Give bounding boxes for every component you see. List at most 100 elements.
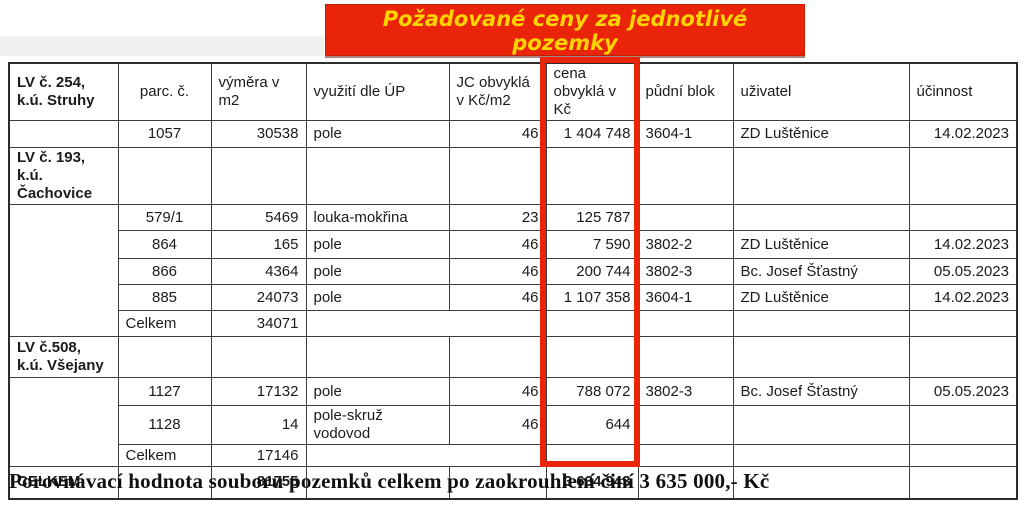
table-cell: 30538 — [210, 120, 307, 148]
table-cell — [637, 405, 734, 445]
page-edge-artifact — [0, 36, 324, 56]
table-cell: 1057 — [117, 120, 212, 148]
header-cell: uživatel — [732, 62, 910, 121]
table-cell: pole — [305, 230, 450, 259]
header-cell: účinnost — [908, 62, 1018, 121]
table-cell: 644 — [545, 405, 639, 445]
table-cell: CELKEM — [8, 466, 119, 499]
table-cell — [8, 204, 119, 337]
table-cell: 7 590 — [545, 230, 639, 259]
table-row: 579/1 5469 louka-mokřina 23 125 787 — [8, 204, 1018, 337]
comparison-value-note: Porovnávací hodnota souboru pozemků celk… — [9, 469, 770, 493]
table-cell — [117, 336, 212, 378]
table-cell — [545, 444, 639, 467]
table-cell: 14.02.2023 — [908, 120, 1018, 148]
table-row: 864 165 pole 46 7 590 3802-2 ZD Luštěnice 14.02… — [9, 230, 1018, 259]
table-cell — [732, 310, 910, 337]
table-cell — [908, 444, 1018, 467]
table-cell — [908, 336, 1018, 378]
table-cell: ZD Luštěnice — [732, 120, 910, 148]
header-cell: JC obvyklá v Kč/m2 — [448, 62, 547, 121]
table-cell — [637, 466, 734, 499]
table-cell — [908, 310, 1018, 337]
table-cell: 46 — [448, 230, 547, 259]
table-cell — [637, 147, 734, 205]
table-cell: 14.02.2023 — [908, 230, 1018, 259]
table-cell: 46 — [448, 120, 547, 148]
table-cell — [305, 466, 450, 499]
table-cell: ZD Luštěnice — [732, 230, 910, 259]
table-cell: Celkem — [117, 444, 212, 467]
table-cell — [732, 147, 910, 205]
table-cell: ZD Luštěnice — [732, 284, 910, 311]
table-cell — [545, 336, 639, 378]
header-cell: LV č. 254, k.ú. Struhy — [8, 62, 119, 121]
table-cell: Celkem — [117, 310, 212, 337]
table-cell: 05.05.2023 — [908, 377, 1018, 406]
table-cell: 3802-3 — [637, 258, 734, 285]
header-cell: parc. č. — [117, 62, 212, 121]
table-cell — [117, 147, 212, 205]
table-cell: 3 634 943 — [545, 466, 639, 499]
table-cell: 885 — [117, 284, 212, 311]
table-cell: Bc. Josef Šťastný — [732, 377, 910, 406]
table-cell: 3604-1 — [637, 120, 734, 148]
header-cell: výměra v m2 — [210, 62, 307, 121]
table-cell: pole — [305, 284, 450, 311]
table-row: 885 24073 pole 46 1 107 358 3604-1 ZD Luštěnic… — [9, 284, 1018, 311]
table-row: Celkem 17146 — [9, 444, 1018, 467]
table-cell — [908, 204, 1018, 231]
table-row: 1127 17132 pole 46 788 072 3802-3 Bc. Josef Šť… — [8, 377, 1018, 467]
table-cell: 788 072 — [545, 377, 639, 406]
table-row: 1128 14 pole-skruž vodovod 46 644 — [9, 405, 1018, 445]
table-cell: 46 — [448, 377, 547, 406]
table-cell: 3802-2 — [637, 230, 734, 259]
table-row: LV č.508, k.ú. Všejany — [8, 336, 1018, 378]
table-cell: pole — [305, 120, 450, 148]
table-cell — [908, 466, 1018, 499]
table-cell: 866 — [117, 258, 212, 285]
table-cell: 34071 — [210, 310, 307, 337]
table-cell — [305, 444, 547, 467]
table-cell — [732, 204, 910, 231]
table-row: CELKEM 81755 3 634 943 — [8, 466, 1018, 499]
parcel-table: LV č. 254, k.ú. Struhy parc. č. výměra v m… — [8, 62, 1018, 500]
table-cell: pole-skruž vodovod — [305, 405, 450, 445]
table-cell: 3802-3 — [637, 377, 734, 406]
table-cell — [448, 147, 547, 205]
table-cell — [908, 147, 1018, 205]
table-cell — [637, 204, 734, 231]
table-cell: 165 — [210, 230, 307, 259]
table-cell: 46 — [448, 284, 547, 311]
table-cell — [732, 405, 910, 445]
table-cell — [305, 147, 450, 205]
table-row: Celkem 34071 — [9, 310, 1018, 337]
table-cell — [908, 405, 1018, 445]
table-cell: 1128 — [117, 405, 212, 445]
table-cell — [210, 336, 307, 378]
table-cell — [732, 466, 910, 499]
table-cell: pole — [305, 377, 450, 406]
table-cell — [448, 336, 547, 378]
table-cell — [8, 377, 119, 467]
header-cell: půdní blok — [637, 62, 734, 121]
table-cell: 4364 — [210, 258, 307, 285]
table-cell: 1 107 358 — [545, 284, 639, 311]
table-cell: 14 — [210, 405, 307, 445]
table-cell — [732, 336, 910, 378]
table-cell: 200 744 — [545, 258, 639, 285]
header-cell: využití dle ÚP — [305, 62, 450, 121]
table-cell — [545, 147, 639, 205]
banner-title-line1: Požadované ceny za jednotlivé — [382, 7, 748, 31]
table-cell — [637, 310, 734, 337]
table-cell — [8, 120, 119, 148]
table-cell — [305, 336, 450, 378]
header-row: LV č. 254, k.ú. Struhy parc. č. výměra v m… — [8, 62, 1018, 121]
table-cell: 1127 — [117, 377, 212, 406]
table-cell: pole — [305, 258, 450, 285]
table-cell — [545, 310, 639, 337]
table-row: LV č. 193, k.ú. Čachovice — [8, 147, 1018, 205]
table-cell: LV č. 193, k.ú. Čachovice — [8, 147, 119, 205]
table-cell: 46 — [448, 405, 547, 445]
table-cell: 23 — [448, 204, 547, 231]
